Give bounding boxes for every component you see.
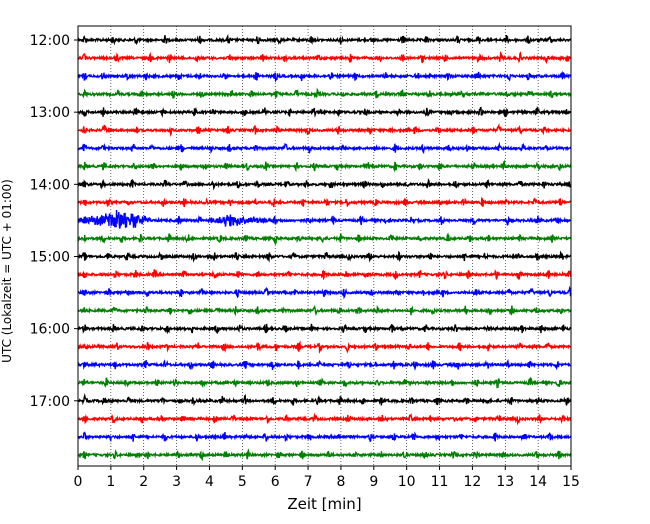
x-axis-ticks: 0 1 2 3 4 5 6 7 8 9 10 11 12 13 14 15 — [74, 466, 580, 490]
x-tick-label: 9 — [369, 474, 378, 490]
trace-1200 — [77, 33, 572, 46]
trace-1245 — [77, 87, 572, 99]
x-tick-label: 13 — [496, 474, 514, 490]
x-tick-label: 7 — [304, 474, 313, 490]
trace-1345 — [77, 159, 572, 173]
trace-1430 — [77, 209, 572, 229]
trace-1530 — [77, 285, 572, 300]
trace-1615 — [77, 340, 572, 354]
trace-1545 — [77, 304, 572, 317]
trace-1230 — [77, 70, 572, 83]
trace-1700 — [77, 393, 572, 407]
x-tick-label: 1 — [106, 474, 115, 490]
x-tick-label: 6 — [271, 474, 280, 490]
y-tick-label: 15:00 — [30, 249, 70, 265]
trace-1300 — [77, 105, 572, 118]
trace-layer — [77, 33, 572, 462]
x-tick-label: 3 — [172, 474, 181, 490]
x-tick-label: 12 — [463, 474, 481, 490]
trace-1400 — [77, 177, 572, 191]
trace-1645 — [77, 376, 572, 389]
trace-1500 — [77, 250, 572, 263]
x-axis-label: Zeit [min] — [287, 495, 361, 513]
trace-1415 — [77, 197, 572, 208]
plot-frame — [77, 25, 572, 467]
y-axis-ticks: 12:00 13:00 14:00 15:00 16:00 17:00 — [30, 33, 78, 410]
x-tick-label: 5 — [238, 474, 247, 490]
trace-1745 — [77, 448, 572, 462]
trace-1730 — [77, 431, 572, 443]
y-axis-label: UTC (Lokalzeit = UTC + 01:00) — [0, 179, 14, 363]
trace-1330 — [77, 141, 572, 155]
y-tick-label: 14:00 — [30, 177, 70, 193]
y-tick-label: 13:00 — [30, 105, 70, 121]
x-tick-label: 2 — [139, 474, 148, 490]
grid-lines — [110, 26, 539, 466]
trace-1445 — [77, 232, 572, 246]
x-tick-label: 15 — [562, 474, 580, 490]
trace-1600 — [77, 323, 572, 335]
trace-1215 — [77, 51, 572, 65]
x-tick-label: 11 — [431, 474, 449, 490]
trace-1515 — [77, 269, 572, 281]
trace-1715 — [77, 412, 572, 426]
y-tick-label: 16:00 — [30, 322, 70, 338]
x-tick-label: 8 — [336, 474, 345, 490]
trace-1315 — [77, 122, 572, 138]
x-tick-label: 14 — [529, 474, 547, 490]
x-tick-label: 4 — [205, 474, 214, 490]
y-tick-label: 12:00 — [30, 33, 70, 49]
x-tick-label: 0 — [74, 474, 83, 490]
y-tick-label: 17:00 — [30, 394, 70, 410]
trace-1630 — [77, 359, 572, 372]
x-tick-label: 10 — [398, 474, 416, 490]
